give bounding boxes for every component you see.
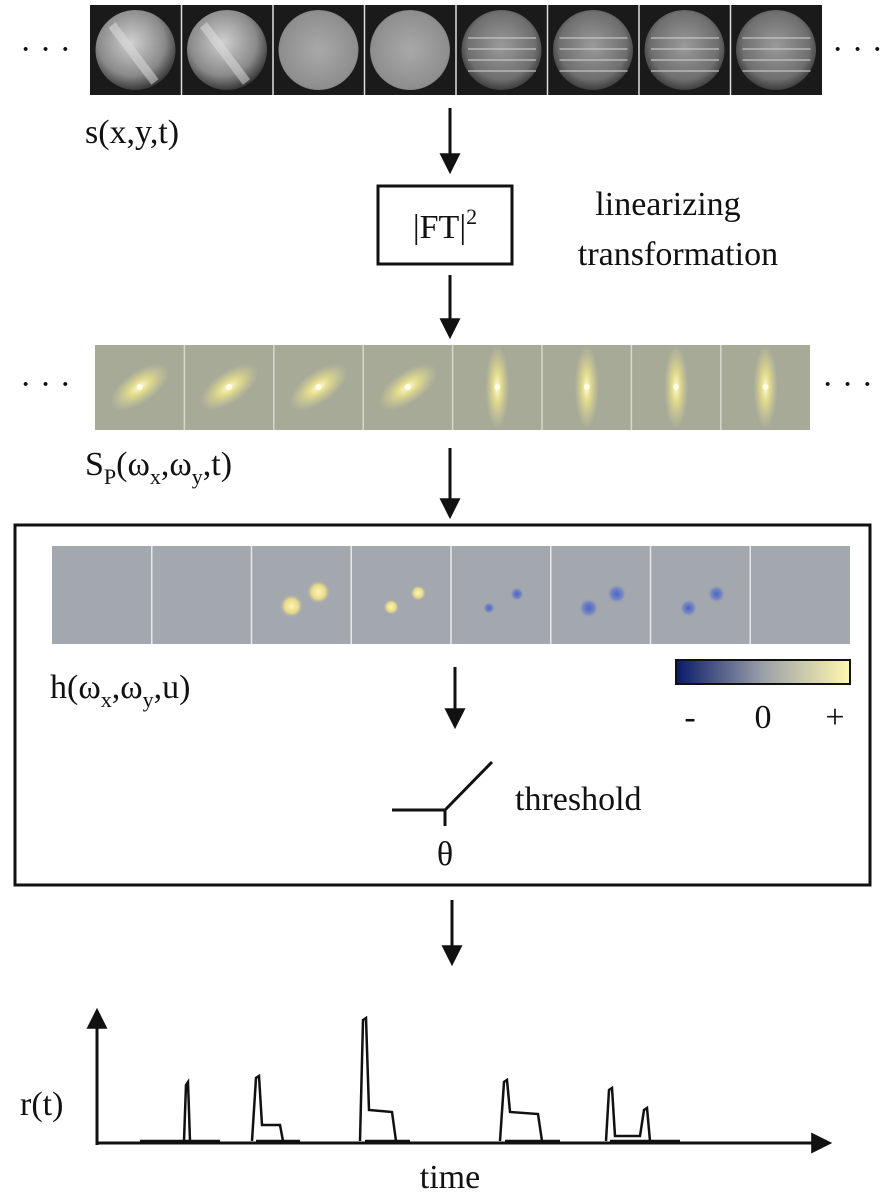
response-x-label: time bbox=[420, 1159, 480, 1196]
kernel-blob bbox=[483, 602, 495, 614]
script: 2 bbox=[466, 204, 477, 229]
colorbar-label: + bbox=[825, 699, 844, 736]
colorbar-label: 0 bbox=[755, 699, 772, 736]
script: P bbox=[104, 464, 116, 489]
spectrum-label: SP(ωx,ωy,t) bbox=[85, 446, 232, 489]
diagram: · · · · · · · · · · · · s(x,y,t) |FT|2 l… bbox=[0, 0, 885, 1198]
script: y bbox=[192, 464, 203, 489]
kernel-blob bbox=[280, 594, 304, 618]
label-part: ,ω bbox=[161, 446, 192, 483]
transform-note: transformation bbox=[578, 236, 778, 273]
kernel-frames bbox=[52, 546, 850, 644]
spectrum-center bbox=[316, 384, 322, 390]
kernel-blob bbox=[510, 587, 524, 601]
stimulus-label: s(x,y,t) bbox=[85, 114, 179, 151]
label-part: S bbox=[85, 446, 104, 483]
spectrum-center bbox=[137, 384, 143, 390]
script: x bbox=[150, 464, 161, 489]
label-part: ,u) bbox=[154, 669, 191, 706]
spectrum-center bbox=[763, 384, 769, 390]
colorbar bbox=[676, 660, 850, 684]
kernel-blob bbox=[607, 584, 627, 604]
spectrum-center bbox=[494, 384, 500, 390]
label-part: |FT| bbox=[413, 209, 466, 246]
ellipsis: · · · bbox=[20, 31, 71, 68]
threshold-symbol: θ bbox=[437, 836, 453, 873]
colorbar-label: - bbox=[684, 699, 695, 736]
kernel-label: h(ωx,ωy,u) bbox=[50, 669, 190, 712]
spectrum-center bbox=[405, 384, 411, 390]
threshold-label: threshold bbox=[515, 781, 642, 818]
frame-image bbox=[370, 10, 450, 90]
transform-note: linearizing bbox=[595, 186, 740, 223]
kernel-blob bbox=[680, 599, 698, 617]
response-trace bbox=[140, 1018, 680, 1141]
stimulus-frames bbox=[90, 5, 822, 95]
spectrum-frames bbox=[95, 345, 810, 430]
label-part: ,t) bbox=[203, 446, 232, 483]
label-part: ,ω bbox=[112, 669, 143, 706]
spectrum-center bbox=[673, 384, 679, 390]
threshold-function bbox=[392, 762, 492, 826]
spectrum-center bbox=[584, 384, 590, 390]
kernel-blob bbox=[307, 580, 331, 604]
kernel-blob bbox=[708, 585, 726, 603]
label-part: h(ω bbox=[50, 669, 101, 706]
response-y-label: r(t) bbox=[20, 1086, 63, 1123]
kernel-blob bbox=[579, 598, 599, 618]
kernel-blob bbox=[383, 599, 399, 615]
kernel-blob bbox=[410, 585, 426, 601]
frame-image bbox=[279, 10, 359, 90]
ellipsis: · · · bbox=[20, 366, 71, 403]
ellipsis: · · · bbox=[822, 366, 873, 403]
label-part: (ω bbox=[116, 446, 150, 483]
script: y bbox=[143, 687, 154, 712]
script: x bbox=[101, 687, 112, 712]
ellipsis: · · · bbox=[832, 31, 883, 68]
spectrum-center bbox=[226, 384, 232, 390]
